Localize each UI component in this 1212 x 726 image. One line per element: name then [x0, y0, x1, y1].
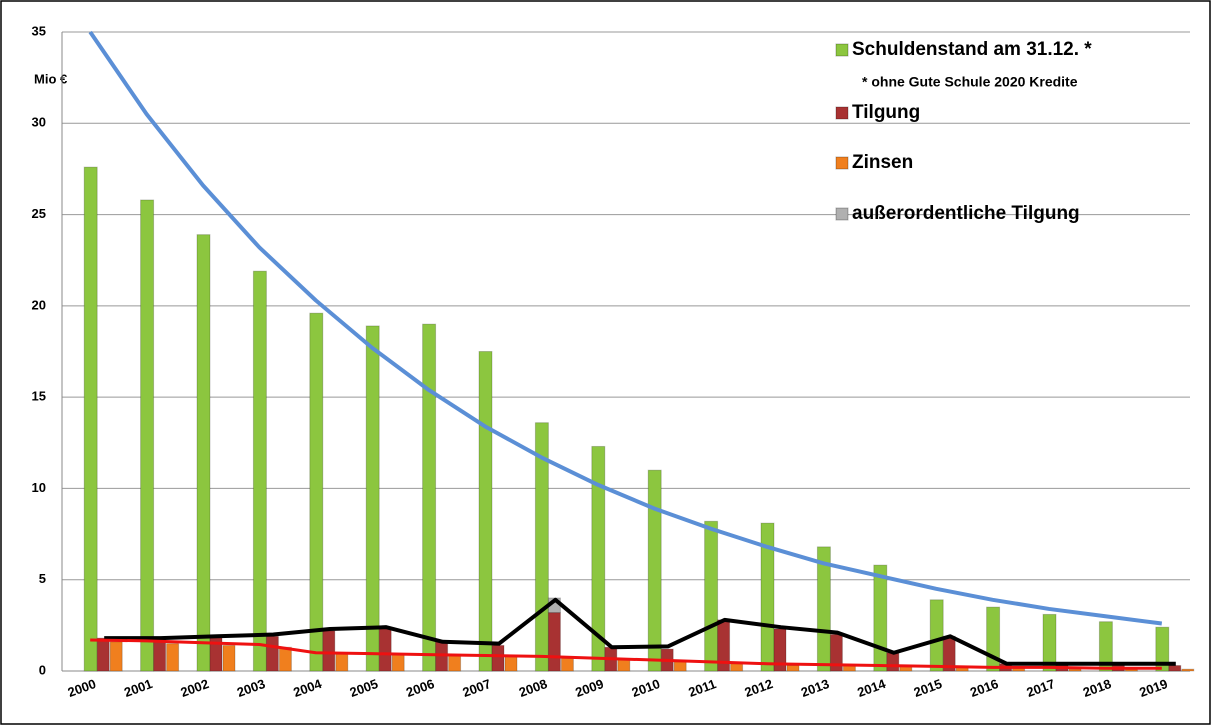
- trend-line: [104, 597, 1176, 666]
- bar: [591, 445, 606, 672]
- bar: [83, 166, 98, 672]
- y-tick-label: 35: [32, 23, 46, 38]
- bar: [422, 323, 437, 672]
- bar: [309, 312, 324, 672]
- legend-swatch: [835, 207, 849, 221]
- bar: [365, 325, 380, 672]
- bar: [322, 630, 336, 672]
- bar: [335, 652, 349, 672]
- bar: [886, 652, 900, 672]
- trend-line: [90, 638, 1162, 670]
- bar: [760, 522, 775, 672]
- bar: [435, 641, 449, 672]
- bar: [730, 663, 744, 672]
- legend-label: Tilgung: [852, 102, 920, 123]
- bar: [647, 469, 662, 672]
- y-tick-label: 30: [32, 115, 46, 130]
- bar: [378, 628, 392, 672]
- bar: [278, 646, 292, 672]
- bar: [153, 637, 167, 672]
- bar: [673, 661, 687, 672]
- bar: [166, 643, 180, 672]
- bar: [1168, 665, 1182, 672]
- legend-swatch: [835, 43, 849, 57]
- bar: [391, 654, 405, 672]
- bar: [1042, 613, 1057, 672]
- bar: [1181, 668, 1195, 672]
- bar: [1068, 668, 1082, 672]
- bar: [786, 665, 800, 672]
- bar: [196, 234, 211, 672]
- legend-note: * ohne Gute Schule 2020 Kredite: [862, 74, 1078, 90]
- trend-line: [88, 30, 1163, 626]
- y-tick-label: 20: [32, 297, 46, 312]
- bar: [1098, 621, 1113, 672]
- bar: [140, 199, 155, 672]
- bar: [478, 351, 493, 672]
- bar: [109, 641, 123, 672]
- legend-swatch: [835, 156, 849, 170]
- bar: [491, 644, 505, 672]
- bar: [252, 270, 267, 672]
- y-tick-label: 25: [32, 206, 46, 221]
- bar: [265, 635, 279, 672]
- y-tick-label: 10: [32, 480, 46, 495]
- legend-label: Zinsen: [852, 152, 913, 173]
- bar: [448, 654, 462, 672]
- legend-swatch: [835, 106, 849, 120]
- bar: [547, 612, 561, 672]
- bar: [1155, 626, 1170, 672]
- bar: [222, 644, 236, 672]
- bar: [617, 659, 631, 672]
- bar: [816, 546, 831, 672]
- bar: [704, 520, 719, 672]
- bar: [873, 564, 888, 672]
- legend-label: außerordentliche Tilgung: [852, 203, 1080, 224]
- y-unit-label: Mio €: [34, 71, 67, 86]
- bar: [929, 599, 944, 672]
- bar: [96, 637, 110, 672]
- y-tick-label: 5: [39, 571, 46, 586]
- bar: [504, 655, 518, 672]
- bar: [560, 657, 574, 672]
- legend-label: Schuldenstand am 31.12. *: [852, 39, 1092, 60]
- y-tick-label: 0: [39, 662, 46, 677]
- y-tick-label: 15: [32, 389, 46, 404]
